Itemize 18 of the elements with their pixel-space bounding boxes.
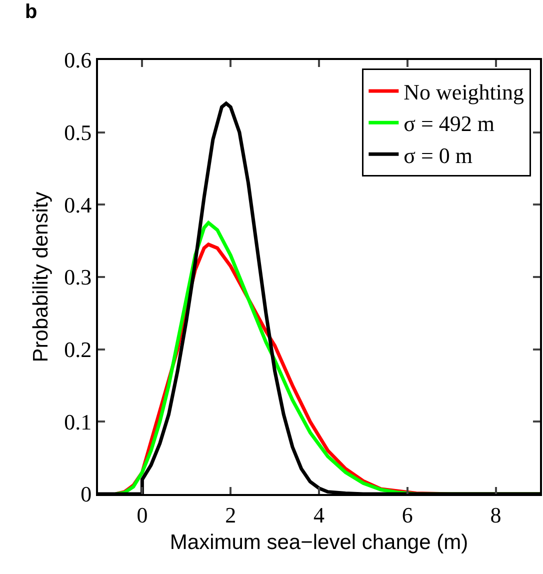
x-axis-title: Maximum sea−level change (m) [170, 531, 468, 554]
legend-label: σ = 0 m [404, 142, 473, 168]
y-tick-label: 0 [80, 482, 92, 507]
y-tick-label: 0.1 [64, 409, 92, 434]
y-tick-label: 0.6 [64, 48, 92, 73]
y-tick-label: 0.4 [64, 192, 92, 218]
y-tick-label: 0.3 [64, 264, 92, 290]
legend-label: σ = 492 m [404, 111, 495, 136]
x-tick-label: 6 [402, 502, 413, 528]
x-tick-label: 8 [490, 502, 502, 528]
text: b [25, 1, 38, 23]
y-axis-title: Probability density [30, 191, 53, 362]
x-tick-label: 0 [136, 502, 148, 528]
legend-label: No weighting [404, 80, 524, 105]
x-tick-label: 2 [225, 502, 236, 528]
y-tick-label: 0.2 [64, 337, 92, 362]
x-tick-label: 4 [314, 502, 324, 528]
y-tick-label: 0.5 [64, 120, 92, 146]
